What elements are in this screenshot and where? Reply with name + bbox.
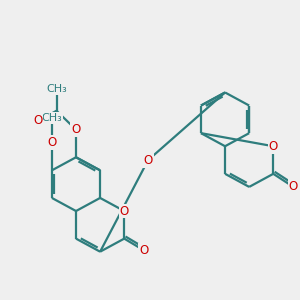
Text: CH₃: CH₃ [46,84,67,94]
Text: O: O [33,114,42,128]
Text: O: O [269,140,278,153]
Text: O: O [120,205,129,218]
Text: O: O [143,154,153,167]
Text: CH₃: CH₃ [41,113,62,123]
Text: O: O [71,123,81,136]
Text: O: O [47,136,56,149]
Text: O: O [139,244,148,257]
Text: O: O [289,180,298,194]
